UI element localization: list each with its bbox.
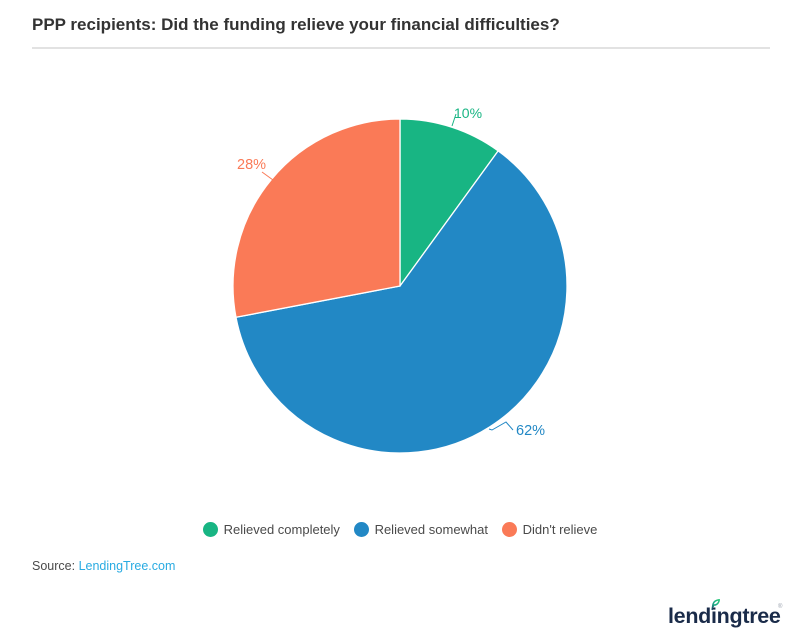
svg-text:62%: 62% [516, 423, 545, 439]
svg-text:10%: 10% [454, 105, 482, 121]
svg-text:28%: 28% [237, 157, 266, 173]
